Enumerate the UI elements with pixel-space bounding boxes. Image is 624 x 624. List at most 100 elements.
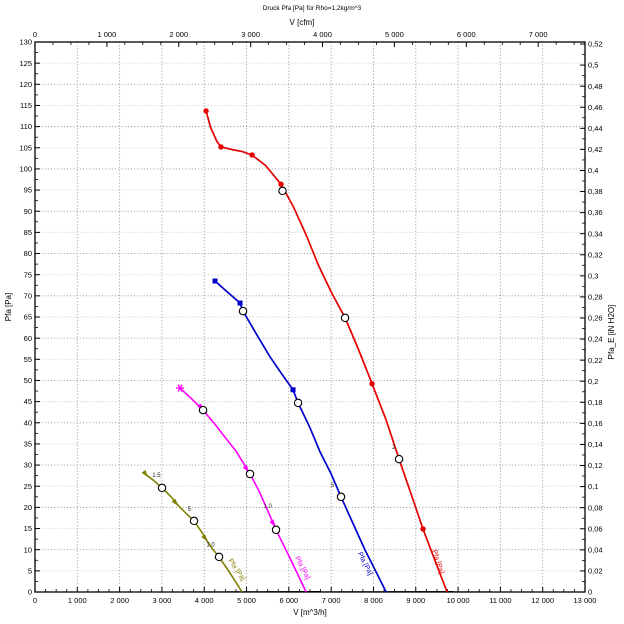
fan-curve-red-line bbox=[205, 110, 448, 593]
axis-right-tick-label: 0,5 bbox=[588, 61, 598, 70]
data-point-dot bbox=[369, 381, 375, 387]
data-point-dot bbox=[203, 108, 209, 114]
axis-left-tick-label: 15 bbox=[24, 524, 32, 533]
axis-bottom-tick-label: 8 000 bbox=[364, 596, 383, 605]
axis-top-tick-label: 0 bbox=[33, 30, 37, 39]
axis-top-tick-label: 3 000 bbox=[241, 30, 260, 39]
operating-point-label: 1.5 bbox=[152, 473, 161, 479]
fan-curve-olive-label: Pfa [Pa] bbox=[226, 558, 246, 583]
axis-right-tick-label: 0,1 bbox=[588, 482, 598, 491]
axis-right-tick-label: 0,22 bbox=[588, 356, 603, 365]
fan-curve-magenta bbox=[176, 384, 307, 593]
operating-point bbox=[238, 306, 248, 316]
axis-left-tick-label: 30 bbox=[24, 461, 32, 470]
axis-right-tick-label: 0,34 bbox=[588, 229, 603, 238]
axis-right-tick-label: 0,2 bbox=[588, 377, 598, 386]
data-point-dot bbox=[420, 526, 426, 532]
axis-left-tick-label: 110 bbox=[20, 122, 32, 131]
fan-curve-magenta-line bbox=[179, 387, 307, 593]
axis-right-tick-label: 0,36 bbox=[588, 208, 603, 217]
operating-point bbox=[198, 405, 208, 415]
axis-left-tick-label: 40 bbox=[24, 418, 32, 427]
axis-left-tick-label: 55 bbox=[24, 355, 32, 364]
axis-left-tick-label: 0 bbox=[28, 588, 32, 597]
axis-right bbox=[580, 43, 585, 593]
axis-left-tick-label: 25 bbox=[24, 482, 32, 491]
axis-bottom-title: V [m^3/h] bbox=[293, 608, 327, 617]
operating-point-label: 1.0 bbox=[264, 504, 273, 510]
axis-top-tick-label: 2 000 bbox=[169, 30, 188, 39]
axis-left-tick-label: 90 bbox=[24, 207, 32, 216]
axis-bottom-tick-label: 12 000 bbox=[531, 596, 554, 605]
operating-point-label: 5 bbox=[331, 483, 335, 489]
axis-right-tick-label: 0,44 bbox=[588, 124, 603, 133]
axis-right-tick-label: 0,32 bbox=[588, 250, 603, 259]
axis-right-tick-label: 0,02 bbox=[588, 567, 603, 576]
axis-bottom-tick-label: 11 000 bbox=[489, 596, 511, 605]
axis-right-tick-label: 0,12 bbox=[588, 461, 603, 470]
axis-top-tick-label: 1 000 bbox=[97, 30, 116, 39]
operating-point bbox=[245, 469, 255, 479]
axis-bottom-tick-label: 5 000 bbox=[237, 596, 256, 605]
axis-right-tick-label: 0,08 bbox=[588, 503, 603, 512]
operating-point bbox=[157, 483, 167, 493]
axis-right-tick-label: 0,14 bbox=[588, 440, 603, 449]
axis-top bbox=[34, 42, 575, 47]
data-point-square bbox=[290, 387, 296, 393]
axis-left-tick-label: 85 bbox=[24, 228, 32, 237]
axis-right-tick-label: 0 bbox=[588, 588, 592, 597]
data-point-arrow bbox=[201, 534, 208, 542]
data-point-dot bbox=[278, 181, 284, 187]
axis-left-tick-label: 35 bbox=[24, 440, 32, 449]
operating-point bbox=[278, 186, 287, 196]
operating-point-label: 2 bbox=[392, 445, 396, 451]
axis-top-tick-label: 7 000 bbox=[529, 30, 548, 39]
axis-bottom-tick-label: 9 000 bbox=[406, 596, 425, 605]
data-point-star bbox=[176, 384, 185, 392]
star-arm bbox=[177, 384, 183, 392]
operating-point bbox=[340, 313, 350, 323]
axis-bottom-tick-label: 2 000 bbox=[110, 596, 129, 605]
axis-bottom-tick-label: 10 000 bbox=[447, 596, 470, 605]
axis-left-tick-label: 20 bbox=[24, 503, 32, 512]
axis-right-tick-label: 0,48 bbox=[588, 82, 603, 91]
axis-left-tick-label: 75 bbox=[24, 270, 32, 279]
fan-curve-olive-line bbox=[144, 473, 243, 593]
operating-point bbox=[214, 552, 224, 562]
fan-curve-red bbox=[203, 108, 448, 593]
axis-right-tick-label: 0,3 bbox=[588, 271, 598, 280]
axis-bottom-tick-label: 3 000 bbox=[153, 596, 172, 605]
fan-curve-magenta-label: Pfa [Pa] bbox=[293, 555, 311, 580]
axis-left-tick-label: 105 bbox=[19, 143, 32, 152]
data-point-dot bbox=[218, 144, 224, 150]
axis-top-tick-label: 4 000 bbox=[313, 30, 332, 39]
axis-bottom-tick-label: 6 000 bbox=[279, 596, 298, 605]
axis-bottom-tick-label: 0 bbox=[33, 596, 37, 605]
axis-right-tick-label: 0,18 bbox=[588, 398, 603, 407]
axis-left-tick-label: 95 bbox=[24, 186, 32, 195]
data-point-square bbox=[212, 278, 218, 284]
axis-right-title: Pfa_E [iN H2O] bbox=[607, 305, 616, 360]
axis-top-tick-label: 6 000 bbox=[457, 30, 476, 39]
fan-curve-blue-label: Pfa [Pa] bbox=[356, 551, 374, 576]
operating-point-label: 5 bbox=[188, 507, 192, 513]
axis-right-tick-label: 0,26 bbox=[588, 314, 603, 323]
data-point-dot bbox=[249, 152, 255, 158]
grid bbox=[35, 42, 585, 592]
operating-point bbox=[293, 398, 303, 408]
operating-point bbox=[189, 516, 199, 526]
data-point-arrow bbox=[171, 498, 179, 507]
axis-bottom-tick-label: 1 000 bbox=[68, 596, 87, 605]
operating-point bbox=[394, 454, 404, 464]
axis-bottom-tick-label: 4 000 bbox=[195, 596, 214, 605]
axis-right-tick-label: 0,28 bbox=[588, 293, 603, 302]
axis-bottom-tick-label: 7 000 bbox=[322, 596, 341, 605]
axis-left-tick-label: 50 bbox=[24, 376, 32, 385]
axis-left-tick-label: 115 bbox=[20, 101, 32, 110]
axis-left-title: Pfa [Pa] bbox=[4, 293, 13, 321]
data-point-square bbox=[237, 300, 243, 306]
axis-right-tick-label: 0,42 bbox=[588, 145, 603, 154]
axis-left-tick-label: 80 bbox=[24, 249, 32, 258]
